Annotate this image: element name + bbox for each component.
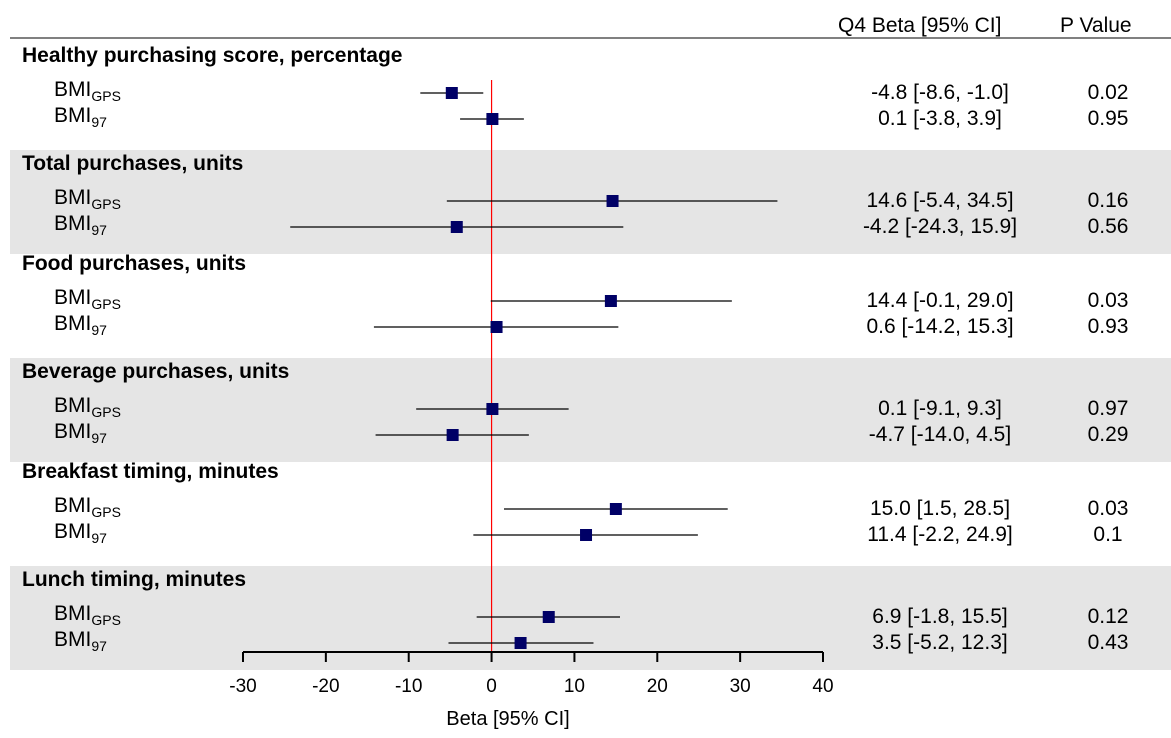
group-band-1 [10,150,1171,254]
beta-ci-value: -4.2 [-24.3, 15.9] [862,215,1018,238]
estimate-point [445,87,458,99]
row-label-subscript: 97 [91,530,107,546]
estimate-point [604,295,617,307]
row-label-main: BMI [54,628,92,651]
group-band-3 [10,358,1171,462]
row-label-main: BMI [54,394,92,417]
row-label-subscript: 97 [91,430,107,446]
x-tick-label: 10 [563,676,585,697]
row-label-subscript: 97 [91,114,107,130]
estimate-point [490,321,503,333]
estimate-point [542,611,555,623]
row-label-main: BMI [54,78,92,101]
estimate-point [450,221,463,233]
row-label: BMIGPS [54,494,121,520]
x-tick-label: -20 [312,676,340,697]
row-label-main: BMI [54,186,92,209]
row-label-subscript: 97 [91,638,107,654]
row-label-main: BMI [54,520,92,543]
p-value-column-header: P Value [1060,14,1132,37]
p-value: 0.97 [1087,397,1129,420]
row-label-subscript: GPS [91,504,121,520]
group-title: Breakfast timing, minutes [22,460,279,483]
row-label-main: BMI [54,494,92,517]
row-label-subscript: GPS [91,296,121,312]
beta-ci-value: -4.8 [-8.6, -1.0] [871,81,1009,104]
group-title: Food purchases, units [22,252,247,275]
x-axis-label: Beta [95% CI] [446,708,570,730]
x-tick-label: 0 [486,676,497,697]
row-label-main: BMI [54,312,92,335]
row-label: BMIGPS [54,286,121,312]
row-label-subscript: 97 [91,222,107,238]
estimate-point [514,637,527,649]
row-label: BMI97 [54,312,107,338]
estimate-point [580,529,593,541]
group-title: Beverage purchases, units [22,360,290,383]
group-title: Lunch timing, minutes [22,568,246,591]
row-label-subscript: GPS [91,612,121,628]
p-value: 0.12 [1087,605,1129,628]
row-label: BMI97 [54,420,107,446]
row-label-subscript: GPS [91,404,121,420]
beta-ci-value: 15.0 [1.5, 28.5] [869,497,1011,520]
row-label-subscript: 97 [91,322,107,338]
beta-ci-value: 0.6 [-14.2, 15.3] [866,315,1014,338]
row-label: BMI97 [54,104,107,130]
row-label: BMIGPS [54,186,121,212]
p-value: 0.03 [1087,497,1129,520]
group-title: Healthy purchasing score, percentage [22,44,403,67]
row-label: BMI97 [54,212,107,238]
estimate-point [486,403,499,415]
row-label-main: BMI [54,104,92,127]
estimate-point [609,503,622,515]
beta-ci-value: 0.1 [-9.1, 9.3] [878,397,1002,420]
row-label-subscript: GPS [91,196,121,212]
p-value: 0.95 [1087,107,1129,130]
x-tick-label: -30 [229,676,257,697]
row-label: BMIGPS [54,602,121,628]
row-label-main: BMI [54,212,92,235]
row-label-subscript: GPS [91,88,121,104]
row-label: BMIGPS [54,394,121,420]
estimate-point [486,113,499,125]
row-label-main: BMI [54,286,92,309]
beta-ci-value: 6.9 [-1.8, 15.5] [872,605,1008,628]
x-tick-label: 40 [812,676,834,697]
beta-ci-value: 14.6 [-5.4, 34.5] [866,189,1014,212]
p-value: 0.03 [1087,289,1129,312]
p-value: 0.02 [1087,81,1129,104]
beta-ci-value: 3.5 [-5.2, 12.3] [872,631,1008,654]
row-label: BMI97 [54,628,107,654]
beta-ci-value: -4.7 [-14.0, 4.5] [868,423,1012,446]
estimate-point [606,195,619,207]
x-tick-label: -10 [394,676,423,697]
row-label-main: BMI [54,602,92,625]
row-label: BMIGPS [54,78,121,104]
p-value: 0.1 [1093,523,1123,546]
row-label-main: BMI [54,420,92,443]
row-label: BMI97 [54,520,107,546]
p-value: 0.56 [1087,215,1129,238]
p-value: 0.29 [1087,423,1129,446]
group-title: Total purchases, units [22,152,244,175]
beta-ci-value: 11.4 [-2.2, 24.9] [867,523,1013,546]
p-value: 0.43 [1087,631,1129,654]
x-tick-label: 30 [729,676,751,697]
x-tick-label: 20 [646,676,668,697]
beta-ci-value: 0.1 [-3.8, 3.9] [878,107,1002,130]
beta-ci-value: 14.4 [-0.1, 29.0] [866,289,1014,312]
beta-column-header: Q4 Beta [95% CI] [838,14,1002,37]
estimate-point [446,429,459,441]
p-value: 0.16 [1087,189,1129,212]
p-value: 0.93 [1087,315,1129,338]
